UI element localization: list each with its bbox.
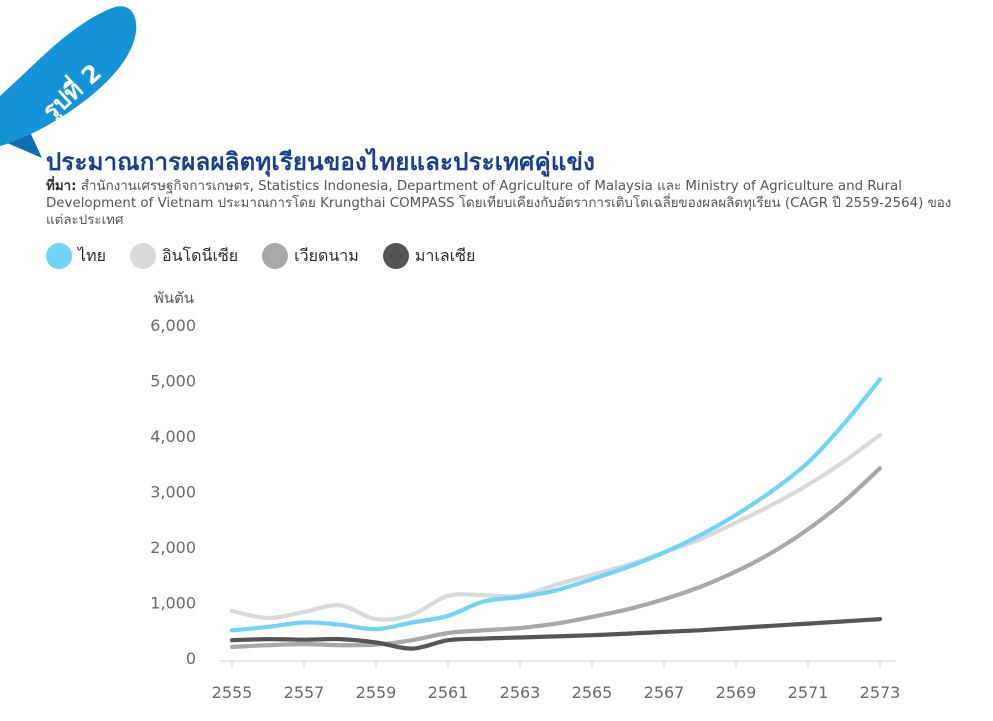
x-tick-label: 2559: [356, 683, 397, 702]
legend-item-indonesia: อินโดนีเซีย: [129, 243, 239, 269]
figure-badge: รูปที่ 2: [0, 6, 137, 158]
legend-swatch-indonesia: [129, 243, 156, 269]
legend: ไทย อินโดนีเซีย เวียดนาม มาเลเซีย: [46, 243, 499, 269]
x-tick-label: 2561: [428, 683, 469, 702]
legend-swatch-vietnam: [262, 243, 289, 269]
x-tick-label: 2571: [788, 683, 829, 702]
x-tick-label: 2569: [716, 683, 757, 702]
source-text: สำนักงานเศรษฐกิจการเกษตร, Statistics Ind…: [46, 179, 952, 228]
series-line-indonesia: [229, 432, 883, 622]
source-note: ที่มา: สำนักงานเศรษฐกิจการเกษตร, Statist…: [46, 178, 981, 229]
legend-swatch-malaysia: [382, 243, 409, 269]
source-label: ที่มา:: [46, 179, 77, 194]
x-tick-label: 2565: [572, 683, 613, 702]
badge-ribbon: [0, 6, 137, 146]
y-tick-label: 1,000: [150, 594, 196, 613]
legend-item-vietnam: เวียดนาม: [262, 243, 359, 269]
legend-item-thailand: ไทย: [46, 243, 106, 269]
series-line-thailand: [229, 377, 883, 633]
legend-label-vietnam: เวียดนาม: [294, 245, 359, 265]
y-tick-label: 5,000: [150, 372, 196, 391]
legend-item-malaysia: มาเลเซีย: [382, 243, 476, 269]
x-tick-label: 2555: [212, 683, 253, 702]
y-tick-label: 3,000: [150, 483, 196, 502]
series-line-vietnam: [229, 466, 883, 649]
y-tick-label: 0: [186, 649, 196, 668]
legend-label-thailand: ไทย: [78, 245, 106, 265]
chart-title: ประมาณการผลผลิตทุเรียนของไทยและประเทศคู่…: [46, 148, 596, 176]
legend-label-indonesia: อินโดนีเซีย: [161, 245, 239, 265]
series-line-malaysia: [229, 617, 883, 651]
legend-label-malaysia: มาเลเซีย: [414, 245, 476, 265]
x-tick-label: 2567: [644, 683, 685, 702]
y-tick-label: 2,000: [150, 538, 196, 557]
legend-swatch-thailand: [46, 243, 72, 269]
x-tick-label: 2563: [500, 683, 541, 702]
y-tick-label: 4,000: [150, 427, 196, 446]
y-axis-unit-label: พันตัน: [154, 289, 194, 307]
x-tick-label: 2573: [860, 683, 901, 702]
y-tick-label: 6,000: [150, 316, 196, 335]
x-tick-label: 2557: [284, 683, 325, 702]
